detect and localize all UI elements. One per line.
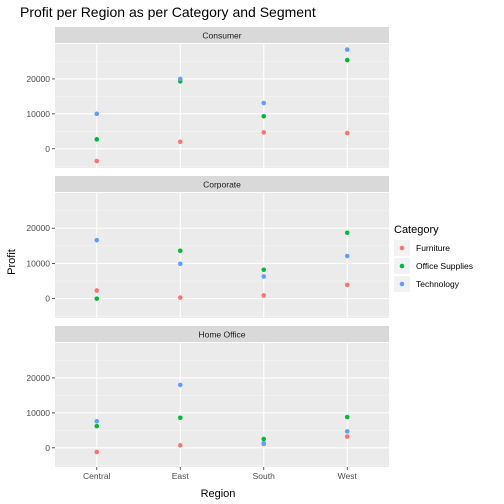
chart-title: Profit per Region as per Category and Se… xyxy=(20,4,316,20)
y-axis-title: Profit xyxy=(6,249,18,275)
facet-panel: Home Office 0 10000 20000 Central East South We… xyxy=(26,326,389,481)
data-point xyxy=(261,130,267,135)
legend: Category Furniture Office Supplies Technol… xyxy=(394,224,473,292)
y-tick-label: 10000 xyxy=(26,408,50,418)
data-point xyxy=(94,423,100,429)
data-point xyxy=(344,282,350,288)
facet-strip-label: Corporate xyxy=(203,180,241,190)
data-point xyxy=(261,440,267,446)
facet-strip xyxy=(55,27,389,43)
data-point xyxy=(177,295,183,300)
x-axis-title: Region xyxy=(201,488,236,500)
y-tick-label: 10000 xyxy=(26,109,50,119)
data-point xyxy=(177,248,183,254)
data-point xyxy=(94,449,100,455)
data-point xyxy=(177,382,183,388)
data-point xyxy=(344,253,350,259)
data-point xyxy=(177,139,183,145)
data-point xyxy=(344,130,350,136)
y-tick-label: 0 xyxy=(45,144,50,154)
data-point xyxy=(344,429,350,434)
facet-panel: Consumer 0 10000 20000 xyxy=(26,27,389,168)
facet-strip xyxy=(55,326,389,342)
panel-background xyxy=(55,343,389,467)
data-point xyxy=(261,293,267,298)
legend-title: Category xyxy=(394,224,439,236)
data-point xyxy=(177,261,183,267)
data-point xyxy=(261,114,267,119)
x-tick-label: South xyxy=(253,471,275,481)
data-point xyxy=(261,436,267,442)
facet-strip-label: Consumer xyxy=(202,31,241,41)
data-point xyxy=(344,57,350,63)
legend-marker xyxy=(399,263,405,269)
panel-background xyxy=(55,44,389,168)
data-point xyxy=(94,158,100,164)
data-point xyxy=(94,111,100,117)
data-point xyxy=(261,267,267,273)
legend-marker xyxy=(399,245,405,251)
x-tick-label: Central xyxy=(83,471,111,481)
y-tick-label: 20000 xyxy=(26,223,50,233)
data-point xyxy=(261,274,267,279)
data-point xyxy=(177,415,183,421)
facet-strip xyxy=(55,176,389,192)
data-point xyxy=(94,418,100,424)
y-tick-label: 20000 xyxy=(26,373,50,383)
legend-label: Furniture xyxy=(416,243,450,253)
data-point xyxy=(261,100,267,106)
legend-marker xyxy=(399,281,405,287)
data-point xyxy=(344,230,350,236)
data-point xyxy=(177,76,183,82)
x-tick-label: East xyxy=(172,471,190,481)
data-point xyxy=(344,47,350,52)
y-tick-label: 0 xyxy=(45,294,50,304)
facet-panel: Corporate 0 10000 20000 xyxy=(26,176,389,318)
data-point xyxy=(344,414,350,420)
y-tick-label: 10000 xyxy=(26,258,50,268)
legend-label: Office Supplies xyxy=(416,261,473,271)
data-point xyxy=(177,443,183,448)
data-point xyxy=(344,434,350,439)
data-point xyxy=(94,288,100,293)
y-tick-label: 20000 xyxy=(26,74,50,84)
data-point xyxy=(94,237,100,243)
panel-background xyxy=(55,193,389,318)
facet-strip-label: Home Office xyxy=(198,330,245,340)
data-point xyxy=(94,137,100,142)
x-tick-label: West xyxy=(338,471,358,481)
y-tick-label: 0 xyxy=(45,443,50,453)
facet-panels: Consumer01000020000Corporate01000020000H… xyxy=(26,27,389,481)
data-point xyxy=(94,296,100,301)
legend-label: Technology xyxy=(416,279,460,289)
